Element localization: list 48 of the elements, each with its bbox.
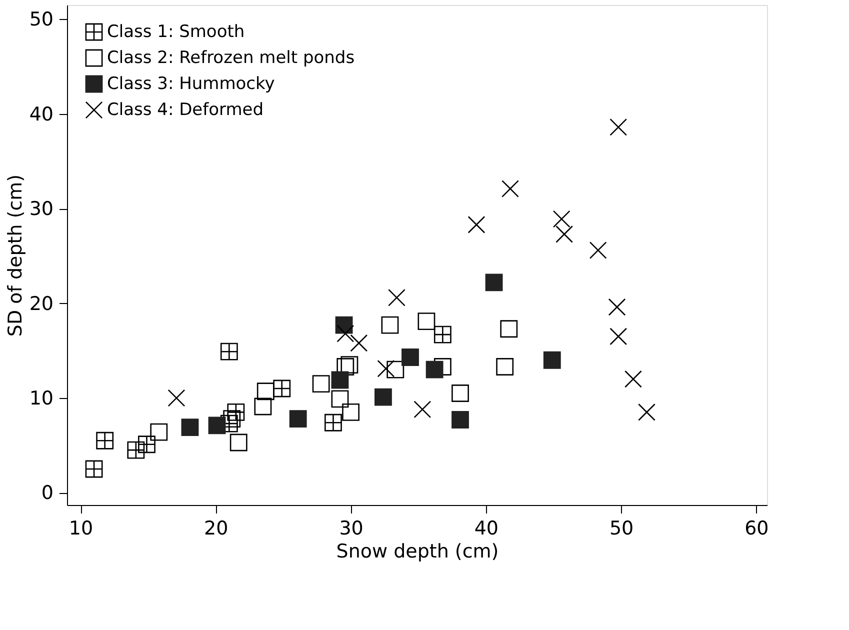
point xyxy=(254,398,272,416)
x-tick-label: 20 xyxy=(204,518,228,540)
point xyxy=(381,316,399,334)
point xyxy=(426,360,444,378)
y-tick-label: 40 xyxy=(29,103,54,126)
x-tick-label: 50 xyxy=(609,518,634,540)
point xyxy=(485,274,503,292)
legend-label: Class 3: Hummocky xyxy=(107,74,275,94)
x-tick-label: 40 xyxy=(474,518,499,540)
y-tick-label: 20 xyxy=(29,292,54,315)
point xyxy=(496,358,514,376)
point xyxy=(331,390,349,408)
point xyxy=(220,342,238,360)
x-tick-label: 10 xyxy=(68,518,94,540)
point xyxy=(96,432,114,450)
point xyxy=(181,418,199,436)
point xyxy=(335,316,353,334)
legend-label: Class 2: Refrozen melt ponds xyxy=(107,48,355,68)
point xyxy=(418,312,436,330)
point xyxy=(227,403,245,421)
point xyxy=(85,460,103,478)
point xyxy=(331,371,349,389)
y-axis-title: SD of depth (cm) xyxy=(4,174,26,337)
point xyxy=(434,326,452,344)
point xyxy=(208,416,226,434)
legend-label: Class 4: Deformed xyxy=(107,100,264,120)
point xyxy=(452,411,469,428)
x-axis-title: Snow depth (cm) xyxy=(336,540,499,562)
x-tick-label: 30 xyxy=(339,518,364,540)
point xyxy=(500,320,518,338)
point xyxy=(402,348,419,366)
point xyxy=(138,436,156,454)
x-tick-label: 60 xyxy=(744,518,769,540)
point xyxy=(289,410,307,428)
point xyxy=(150,423,168,441)
point xyxy=(312,375,330,392)
legend-label: Class 1: Smooth xyxy=(107,22,245,42)
point xyxy=(374,388,392,406)
y-tick-label: 10 xyxy=(29,387,54,410)
y-tick-label: 30 xyxy=(29,198,54,220)
point xyxy=(543,351,561,369)
y-tick-label: 50 xyxy=(29,8,54,31)
point xyxy=(220,414,238,432)
point xyxy=(273,380,291,398)
point xyxy=(324,414,342,432)
y-tick-label: 0 xyxy=(41,482,54,504)
point xyxy=(127,441,145,459)
point xyxy=(230,434,248,452)
